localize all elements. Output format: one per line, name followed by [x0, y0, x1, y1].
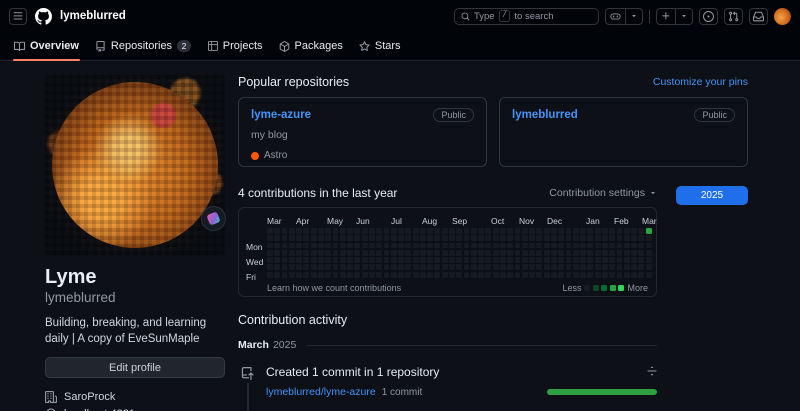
- fold-icon[interactable]: [647, 365, 657, 376]
- package-icon: [279, 40, 290, 52]
- repo-link[interactable]: lymeblurred: [512, 109, 578, 121]
- contribution-settings-label: Contribution settings: [549, 187, 645, 199]
- customize-pins-link[interactable]: Customize your pins: [652, 76, 748, 88]
- hamburger-menu-button[interactable]: [9, 7, 27, 25]
- issues-button[interactable]: [699, 7, 718, 25]
- tab-packages[interactable]: Packages: [271, 32, 351, 60]
- table-icon: [207, 40, 218, 52]
- tab-repositories[interactable]: Repositories 2: [87, 32, 199, 60]
- commit-progress-bar: [547, 389, 657, 395]
- profile-username: lymeblurred: [45, 290, 116, 305]
- activity-month: March: [238, 339, 269, 351]
- repo-card-lymeblurred: lymeblurred Public: [499, 97, 748, 167]
- repo-card-lyme-azure: lyme-azure Public my blog Astro: [238, 97, 487, 167]
- github-logo-icon[interactable]: [35, 7, 52, 25]
- learn-contributions-link[interactable]: Learn how we count contributions: [267, 282, 402, 293]
- profile-tabs: Overview Repositories 2 Projects Package…: [0, 32, 800, 61]
- legend-less-label: Less: [562, 282, 582, 293]
- visibility-badge: Public: [433, 108, 474, 122]
- profile-bio: Building, breaking, and learning daily |…: [45, 317, 207, 345]
- inbox-button[interactable]: [749, 7, 768, 25]
- tab-label: Packages: [294, 40, 343, 52]
- context-username[interactable]: lymeblurred: [60, 10, 126, 22]
- tab-label: Projects: [222, 40, 263, 52]
- activity-title: Contribution activity: [238, 313, 348, 327]
- search-placeholder-suffix: to search: [514, 10, 554, 22]
- search-placeholder-prefix: Type: [474, 10, 495, 22]
- profile-name: Lyme: [45, 266, 97, 288]
- location-icon: [45, 408, 57, 411]
- popular-repos-title: Popular repositories: [238, 75, 350, 89]
- copilot-dropdown-chevron-icon[interactable]: [625, 8, 642, 24]
- activity-commit-count: 1 commit: [381, 386, 423, 398]
- git-pull-request-icon: [728, 10, 739, 22]
- inbox-icon: [753, 11, 764, 22]
- activity-year: 2025: [272, 339, 297, 351]
- contribution-graph: Mon Wed Fri Mar Apr May Jun Jul Aug Sep Oct Nov D…: [238, 207, 657, 297]
- contribution-legend: Less More: [562, 283, 648, 293]
- month-divider-line: [306, 344, 657, 346]
- tab-overview[interactable]: Overview: [6, 32, 87, 61]
- legend-more-label: More: [627, 282, 648, 293]
- status-emoji-icon: [206, 211, 221, 226]
- user-avatar[interactable]: [774, 7, 791, 25]
- organization-icon: [45, 391, 57, 404]
- contribution-settings-dropdown[interactable]: Contribution settings: [549, 187, 657, 199]
- plus-icon: [657, 9, 675, 24]
- profile-main: Popular repositories Customize your pins…: [238, 75, 748, 411]
- graph-month-labels: Mar Apr May Jun Jul Aug Sep Oct Nov Dec Jan Feb Mar: [267, 216, 657, 226]
- copilot-icon[interactable]: [606, 9, 625, 24]
- activity-item-title: Created 1 commit in 1 repository: [266, 365, 440, 379]
- topbar-divider: [649, 9, 650, 23]
- year-2025-button[interactable]: 2025: [676, 186, 748, 205]
- graph-cells: [267, 228, 652, 278]
- pull-requests-button[interactable]: [724, 7, 743, 25]
- hamburger-icon: [13, 11, 23, 21]
- search-input[interactable]: Type / to search: [454, 7, 599, 25]
- star-icon: [359, 40, 370, 52]
- repo-link[interactable]: lyme-azure: [251, 109, 312, 121]
- book-open-icon: [14, 41, 25, 52]
- repo-icon: [95, 40, 106, 52]
- organization-name: SaroProck: [64, 391, 116, 404]
- visibility-badge: Public: [694, 108, 735, 122]
- edit-profile-button[interactable]: Edit profile: [45, 357, 225, 379]
- create-new-chevron-icon: [675, 8, 692, 24]
- activity-repo-link[interactable]: lymeblurred/lyme-azure: [266, 386, 376, 398]
- profile-location: localhost:4321: [45, 408, 225, 411]
- tab-stars[interactable]: Stars: [351, 32, 409, 60]
- chevron-down-icon: [649, 189, 657, 197]
- issue-opened-icon: [703, 10, 714, 22]
- top-navigation-bar: lymeblurred Type / to search: [0, 0, 800, 32]
- tab-projects[interactable]: Projects: [199, 32, 271, 60]
- activity-item-commits: Created 1 commit in 1 repository lymeblu…: [238, 364, 657, 398]
- slash-key-hint: /: [498, 10, 511, 22]
- search-icon: [461, 12, 470, 21]
- repo-description: my blog: [251, 129, 288, 141]
- contribution-summary: 4 contributions in the last year: [238, 186, 398, 200]
- profile-avatar: [45, 75, 226, 255]
- profile-sidebar: Lyme lymeblurred Building, breaking, and…: [45, 75, 226, 411]
- tab-label: Stars: [374, 40, 401, 52]
- contribution-activity: Contribution activity March 2025 Created…: [238, 313, 657, 411]
- status-emoji-badge[interactable]: [201, 206, 226, 231]
- legend-cells: [584, 284, 625, 291]
- tab-label: Overview: [30, 40, 79, 52]
- location-text: localhost:4321: [64, 408, 135, 411]
- copilot-button: [605, 7, 643, 25]
- profile-organization: SaroProck: [45, 391, 225, 404]
- repo-push-icon: [238, 364, 257, 383]
- repo-count-badge: 2: [177, 40, 191, 52]
- create-new-button[interactable]: [656, 7, 693, 25]
- avatar-image[interactable]: [52, 82, 218, 248]
- repo-language: Astro: [264, 150, 288, 161]
- tab-label: Repositories: [110, 40, 173, 52]
- language-dot-icon: [251, 151, 259, 160]
